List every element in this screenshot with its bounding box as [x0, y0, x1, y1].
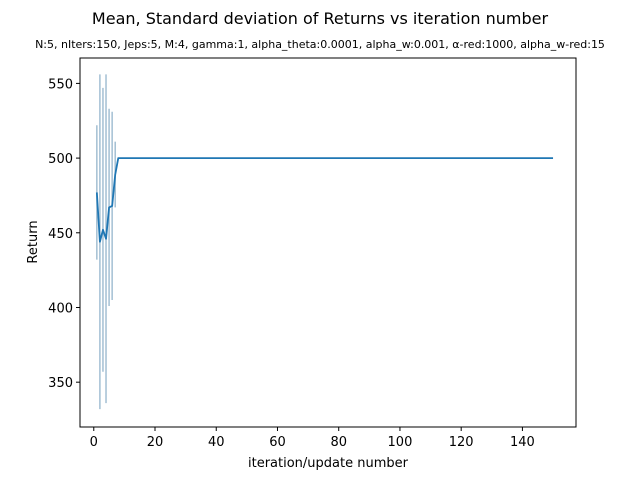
mean-line	[95, 157, 554, 243]
x-tick-label: 140	[510, 435, 535, 450]
mean-line-group	[95, 157, 554, 243]
y-tick-label: 450	[48, 227, 73, 242]
x-axis: 0 20 40 60 80 100 120 140	[90, 427, 535, 450]
plot-area: 0 20 40 60 80 100 120 140 350 400 450 500 550	[48, 57, 577, 450]
chart-title: Mean, Standard deviation of Returns vs i…	[92, 9, 549, 28]
y-axis: 350 400 450 500 550	[48, 77, 80, 391]
x-tick-label: 40	[208, 435, 225, 450]
x-tick-label: 80	[330, 435, 347, 450]
y-tick-label: 550	[48, 77, 73, 92]
plot-frame	[79, 57, 577, 428]
x-tick-label: 20	[147, 435, 164, 450]
x-tick-label: 100	[388, 435, 413, 450]
y-axis-label: Return	[26, 220, 41, 263]
x-tick-label: 0	[90, 435, 98, 450]
x-tick-label: 60	[269, 435, 286, 450]
y-tick-label: 350	[48, 376, 73, 391]
chart-subtitle: N:5, nIters:150, Jeps:5, M:4, gamma:1, a…	[35, 38, 605, 51]
y-tick-label: 500	[48, 152, 73, 167]
x-tick-label: 120	[449, 435, 474, 450]
y-tick-label: 400	[48, 301, 73, 316]
x-axis-label: iteration/update number	[248, 456, 409, 471]
